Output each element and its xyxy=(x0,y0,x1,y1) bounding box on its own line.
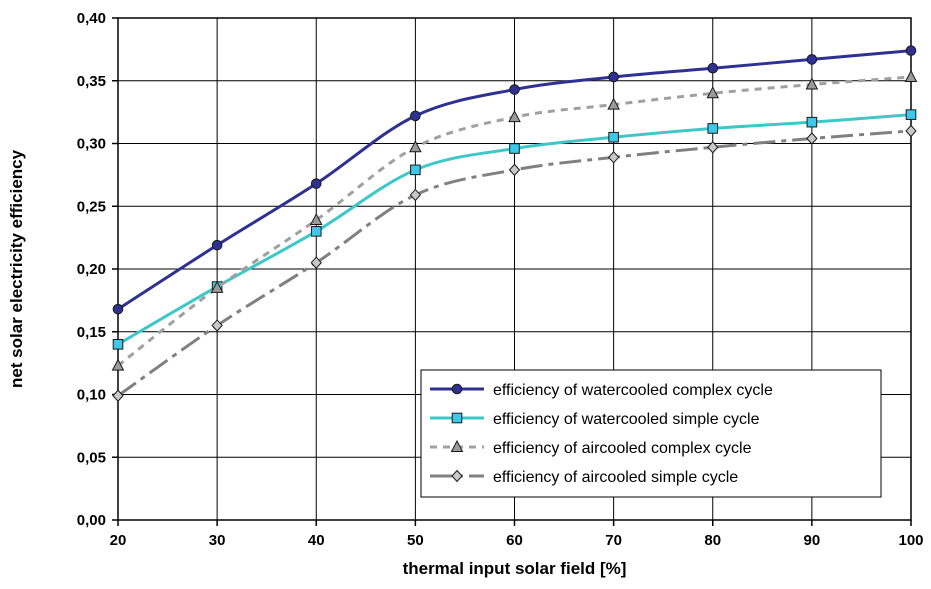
data-point xyxy=(112,339,124,350)
data-point xyxy=(310,178,322,189)
data-point xyxy=(707,123,719,134)
data-point xyxy=(309,212,323,226)
y-tick-label: 0,10 xyxy=(77,387,106,404)
data-point xyxy=(409,140,422,153)
x-axis-ticks: 20 30 40 50 60 70 80 90 100 xyxy=(110,520,924,549)
data-point xyxy=(210,280,224,293)
data-point xyxy=(806,116,818,128)
data-point xyxy=(707,62,719,74)
data-point xyxy=(111,358,125,371)
y-axis-title: net solar electricity efficiency xyxy=(7,149,26,388)
x-tick-label: 80 xyxy=(704,532,721,549)
data-point xyxy=(707,141,719,154)
series-line xyxy=(117,75,912,367)
data-point xyxy=(112,303,124,315)
data-point xyxy=(806,132,818,145)
data-point xyxy=(409,188,422,202)
y-tick-label: 0,15 xyxy=(77,324,106,341)
y-tick-label: 0,20 xyxy=(77,261,106,278)
data-point xyxy=(805,77,819,90)
legend-label: efficiency of aircooled simple cycle xyxy=(493,469,738,486)
data-point xyxy=(608,71,619,83)
data-point xyxy=(608,131,619,143)
series-1 xyxy=(112,45,917,315)
legend-label: efficiency of aircooled complex cycle xyxy=(493,440,752,457)
data-point xyxy=(508,110,521,123)
data-point xyxy=(410,164,421,176)
x-tick-label: 60 xyxy=(506,532,523,549)
x-tick-label: 30 xyxy=(209,532,226,549)
data-point xyxy=(508,163,521,177)
y-tick-label: 0,40 xyxy=(77,10,106,27)
data-point xyxy=(905,45,917,56)
legend-entry: efficiency of aircooled simple cycle xyxy=(430,469,738,486)
series-line xyxy=(117,129,912,397)
legend-swatch-marker xyxy=(451,412,463,424)
y-tick-label: 0,05 xyxy=(77,449,106,466)
data-point xyxy=(310,226,322,237)
legend-label: efficiency of watercooled complex cycle xyxy=(493,382,773,399)
x-tick-label: 100 xyxy=(898,532,923,549)
y-tick-label: 0,30 xyxy=(77,136,106,153)
x-tick-label: 70 xyxy=(605,532,622,549)
y-axis-ticks: 0,00 0,05 0,10 0,15 0,20 0,25 0,30 0,35 0,40 xyxy=(77,10,118,529)
data-point xyxy=(607,151,620,164)
data-point xyxy=(211,319,223,332)
legend-swatch-marker xyxy=(451,469,463,483)
data-point xyxy=(310,256,322,269)
legend-entry: efficiency of watercooled simple cycle xyxy=(430,411,760,428)
series-layer xyxy=(111,45,918,402)
series-3 xyxy=(111,69,918,371)
data-point xyxy=(607,97,620,110)
y-tick-label: 0,00 xyxy=(77,512,106,529)
y-tick-label: 0,35 xyxy=(77,73,106,90)
x-tick-label: 20 xyxy=(110,532,127,549)
data-point xyxy=(904,69,918,82)
data-point xyxy=(905,124,917,138)
legend-box xyxy=(420,369,882,498)
legend-swatch-marker xyxy=(450,439,464,452)
data-point xyxy=(410,110,421,122)
data-point xyxy=(509,143,520,154)
x-axis-title: thermal input solar field [%] xyxy=(403,559,627,578)
data-point xyxy=(706,86,720,99)
data-point xyxy=(905,109,917,120)
legend-entry: efficiency of aircooled complex cycle xyxy=(430,439,752,457)
data-point xyxy=(806,54,818,65)
legend-entry: efficiency of watercooled complex cycle xyxy=(430,382,773,399)
series-4 xyxy=(112,124,917,402)
x-tick-label: 50 xyxy=(407,532,424,549)
series-line xyxy=(117,49,912,311)
data-point xyxy=(112,389,124,402)
legend-label: efficiency of watercooled simple cycle xyxy=(493,411,760,428)
legend: efficiency of watercooled complex cycle e… xyxy=(420,369,882,498)
data-point xyxy=(211,239,223,251)
series-line xyxy=(117,113,912,346)
x-tick-label: 40 xyxy=(308,532,325,549)
legend-swatch-marker xyxy=(451,383,463,395)
data-point xyxy=(509,84,520,95)
x-tick-label: 90 xyxy=(804,532,821,549)
y-tick-label: 0,25 xyxy=(77,198,106,215)
